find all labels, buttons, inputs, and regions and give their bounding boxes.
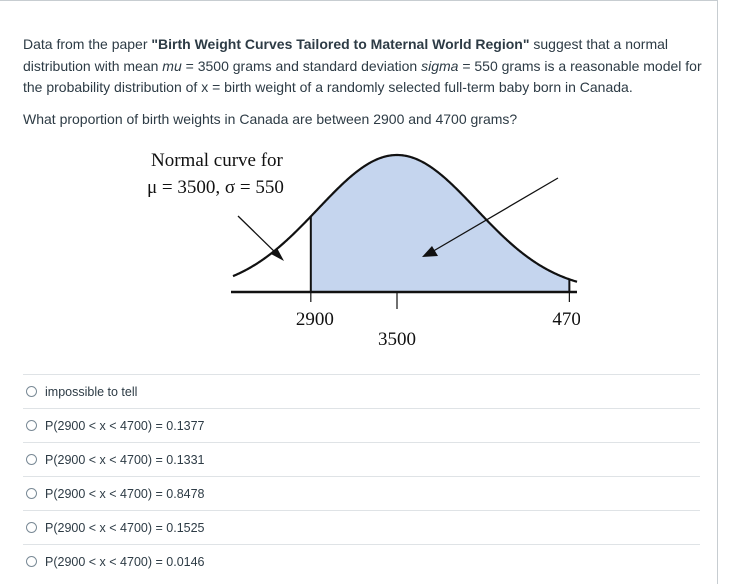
answer-option[interactable]: P(2900 < x < 4700) = 0.1377 [23, 408, 700, 442]
question-frame [0, 0, 718, 584]
paper-title: "Birth Weight Curves Tailored to Materna… [151, 36, 530, 52]
normal-curve-figure: Normal curve for μ = 3500, σ = 550 2900 … [140, 145, 580, 355]
shaded-area [310, 155, 570, 292]
normal-curve-svg: Normal curve for μ = 3500, σ = 550 2900 … [147, 150, 580, 350]
question-text: Data from the paper "Birth Weight Curves… [23, 34, 703, 130]
radio-button[interactable] [26, 522, 37, 533]
question-paragraph: Data from the paper "Birth Weight Curves… [23, 36, 702, 95]
curve-label-line2: μ = 3500, σ = 550 [147, 177, 284, 198]
mu-symbol: mu [162, 57, 182, 74]
answer-option[interactable]: P(2900 < x < 4700) = 0.8478 [23, 476, 700, 510]
radio-button[interactable] [26, 488, 37, 499]
radio-button[interactable] [26, 556, 37, 567]
tick-label-2900: 2900 [296, 309, 334, 330]
answer-option[interactable]: P(2900 < x < 4700) = 0.1525 [23, 510, 700, 544]
radio-button[interactable] [26, 454, 37, 465]
answer-label: P(2900 < x < 4700) = 0.1331 [45, 452, 205, 467]
answer-option[interactable]: P(2900 < x < 4700) = 0.0146 [23, 544, 700, 578]
arrow-to-curve [237, 215, 281, 258]
normal-curve [232, 153, 578, 283]
tick-label-4700: 4700 [552, 309, 580, 330]
answer-label: P(2900 < x < 4700) = 0.1377 [45, 418, 205, 433]
answer-label: P(2900 < x < 4700) = 0.1525 [45, 520, 205, 535]
answer-label: impossible to tell [45, 384, 138, 399]
arrow-to-curve-head [271, 248, 284, 261]
answer-option[interactable]: P(2900 < x < 4700) = 0.1331 [23, 442, 700, 476]
radio-button[interactable] [26, 420, 37, 431]
answer-label: P(2900 < x < 4700) = 0.0146 [45, 554, 205, 569]
answer-list: impossible to tell P(2900 < x < 4700) = 0… [23, 374, 700, 578]
curve-label-line1: Normal curve for [151, 150, 284, 171]
arrow-to-area [429, 177, 559, 254]
radio-button[interactable] [26, 386, 37, 397]
tick-label-3500: 3500 [378, 329, 416, 350]
question-prompt: What proportion of birth weights in Cana… [23, 110, 518, 127]
arrow-to-area-head [422, 246, 438, 257]
answer-option[interactable]: impossible to tell [23, 374, 700, 408]
sigma-symbol: sigma [421, 57, 459, 74]
answer-label: P(2900 < x < 4700) = 0.8478 [45, 486, 205, 501]
